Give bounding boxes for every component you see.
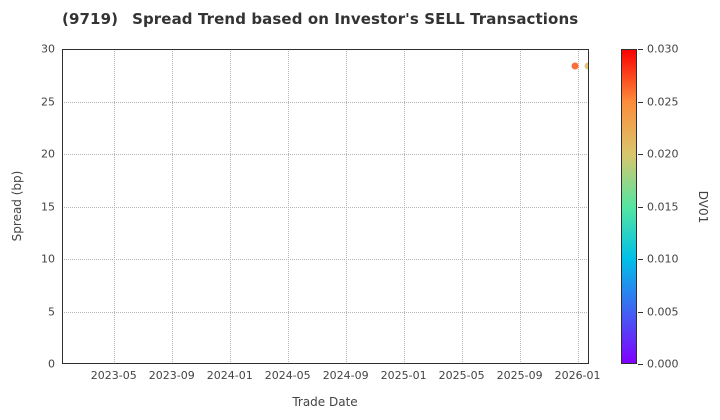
grid-line-vertical — [171, 49, 173, 364]
x-tick-label: 2025-05 — [438, 369, 485, 382]
chart-title-code: (9719) — [62, 10, 119, 28]
data-point — [571, 62, 579, 70]
colorbar-tick-label: 0.010 — [647, 252, 679, 266]
grid-line-horizontal — [62, 154, 589, 155]
chart-title-text: Spread Trend based on Investor's SELL Tr… — [132, 10, 579, 28]
colorbar-tick — [638, 154, 643, 155]
plot-area — [62, 49, 589, 364]
y-tick-label: 25 — [41, 95, 55, 108]
colorbar-tick — [638, 311, 643, 313]
grid-line-horizontal — [62, 206, 589, 208]
colorbar-tick-label: 0.030 — [647, 42, 679, 56]
colorbar-tick-label: 0.025 — [647, 95, 679, 108]
y-tick-label: 15 — [41, 200, 55, 213]
data-point — [584, 62, 589, 70]
x-tick-label: 2025-01 — [380, 369, 427, 382]
colorbar-tick-label: 0.000 — [647, 357, 679, 371]
colorbar-tick — [638, 49, 643, 50]
grid-line-vertical — [577, 49, 579, 364]
grid-line-vertical — [461, 49, 463, 364]
grid-line-horizontal — [62, 49, 589, 50]
grid-line-horizontal — [62, 101, 589, 103]
grid-line-horizontal — [62, 259, 589, 260]
x-tick-label: 2024-09 — [322, 369, 369, 382]
colorbar-tick — [638, 206, 643, 208]
colorbar — [621, 49, 637, 364]
x-tick-label: 2024-01 — [206, 369, 253, 382]
x-tick-label: 2023-09 — [148, 369, 195, 382]
x-axis-label: Trade Date — [292, 395, 358, 409]
colorbar-tick — [638, 259, 643, 260]
grid-line-vertical — [229, 49, 231, 364]
colorbar-tick — [638, 364, 643, 365]
y-tick-label: 10 — [41, 252, 55, 266]
y-tick-label: 0 — [48, 357, 55, 371]
x-tick-label: 2023-05 — [90, 369, 137, 382]
grid-line-vertical — [519, 49, 521, 364]
y-tick-label: 5 — [48, 305, 55, 318]
colorbar-tick — [638, 101, 643, 103]
x-tick-label: 2024-05 — [264, 369, 311, 382]
grid-line-vertical — [287, 49, 289, 364]
grid-line-horizontal — [62, 311, 589, 313]
colorbar-tick-label: 0.005 — [647, 305, 679, 318]
y-tick-label: 20 — [41, 147, 55, 161]
chart-title: (9719) Spread Trend based on Investor's S… — [62, 10, 578, 28]
colorbar-tick-label: 0.015 — [647, 200, 679, 213]
grid-line-vertical — [403, 49, 405, 364]
grid-line-vertical — [345, 49, 347, 364]
x-tick-label: 2026-01 — [554, 369, 601, 382]
colorbar-tick-label: 0.020 — [647, 147, 679, 161]
colorbar-label: DV01 — [696, 190, 710, 224]
y-tick-label: 30 — [41, 42, 55, 56]
grid-line-vertical — [113, 49, 115, 364]
x-tick-label: 2025-09 — [496, 369, 543, 382]
